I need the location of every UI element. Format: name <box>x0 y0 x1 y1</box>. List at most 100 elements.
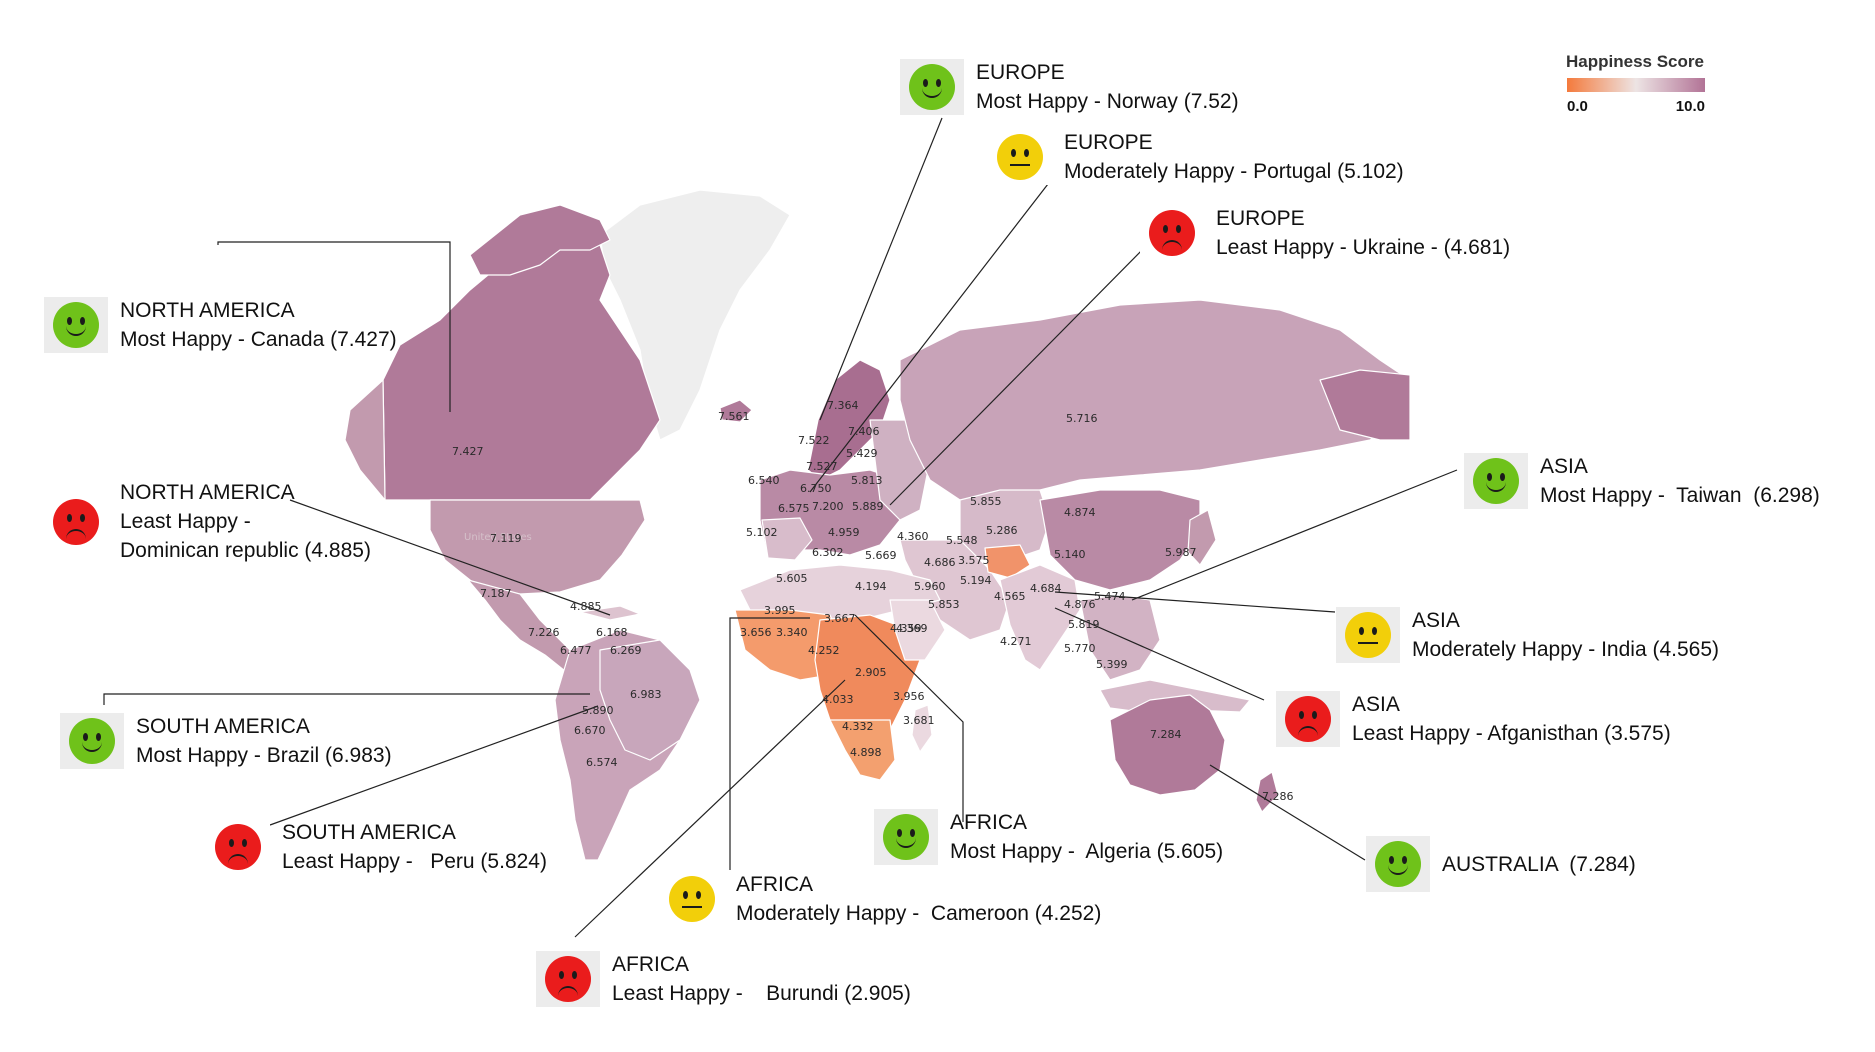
country-shapes <box>344 189 1411 861</box>
callout-australia: AUSTRALIA (7.284) <box>1366 836 1636 892</box>
callout-asia-most-happy: ASIA Most Happy - Taiwan (6.298) <box>1464 452 1820 510</box>
callout-detail: Most Happy - Taiwan (6.298) <box>1540 484 1820 507</box>
callout-detail: Most Happy - Norway (7.52) <box>976 90 1239 113</box>
japan-shape <box>1187 509 1217 566</box>
map-label: 6.269 <box>610 644 642 657</box>
callout-detail: Least Happy - Afganisthan (3.575) <box>1352 722 1671 745</box>
map-label: United States <box>464 532 532 543</box>
map-label: 5.987 <box>1165 546 1197 559</box>
callout-north-america-least-happy: NORTH AMERICA Least Happy - Dominican repu… <box>44 478 371 565</box>
map-label: 7.406 <box>848 425 880 438</box>
callout-text: ASIA Most Happy - Taiwan (6.298) <box>1540 452 1820 510</box>
map-label: 3.340 <box>776 626 808 639</box>
map-label: 7.527 <box>806 460 838 473</box>
map-label: 4.686 <box>924 556 956 569</box>
map-label: 5.669 <box>865 549 897 562</box>
map-label: 5.960 <box>914 580 946 593</box>
callout-detail: Most Happy - Brazil (6.983) <box>136 744 392 767</box>
face-box <box>1366 836 1430 892</box>
map-label: 7.226 <box>528 626 560 639</box>
map-label: 5.813 <box>851 474 883 487</box>
callout-region: SOUTH AMERICA <box>136 715 310 738</box>
east-russia-shape <box>1319 369 1411 441</box>
map-label: 3.681 <box>903 714 935 727</box>
callout-text: EUROPE Most Happy - Norway (7.52) <box>976 58 1239 116</box>
map-label: 6.670 <box>574 724 606 737</box>
sad-face-icon <box>1149 210 1195 256</box>
southeast-asia-shape <box>1079 594 1161 681</box>
callout-asia-moderately-happy: ASIA Moderately Happy - India (4.565) <box>1336 606 1719 664</box>
callout-africa-most-happy: AFRICA Most Happy - Algeria (5.605) <box>874 808 1223 866</box>
map-label: 5.716 <box>1066 412 1098 425</box>
callout-region: AFRICA <box>612 953 690 976</box>
iceland-shape <box>719 399 753 423</box>
map-label: 4.332 <box>842 720 874 733</box>
callout-europe-most-happy: EUROPE Most Happy - Norway (7.52) <box>900 58 1239 116</box>
china-shape <box>1039 489 1201 591</box>
map-label: 4.271 <box>1000 635 1032 648</box>
face-box <box>660 871 724 927</box>
face-box <box>1140 205 1204 261</box>
face-box <box>44 297 108 353</box>
map-label: 3.656 <box>740 626 772 639</box>
face-box <box>874 809 938 865</box>
map-label: 5.548 <box>946 534 978 547</box>
map-label: 5.855 <box>970 495 1002 508</box>
happy-face-icon <box>909 64 955 110</box>
map-label: 5.889 <box>852 500 884 513</box>
map-label: 5.140 <box>1054 548 1086 561</box>
map-label: 4.898 <box>850 746 882 759</box>
east-africa-shape <box>889 599 946 661</box>
greenland-shape <box>599 189 791 441</box>
callout-text: AFRICA Most Happy - Algeria (5.605) <box>950 808 1223 866</box>
callout-region: EUROPE <box>1216 207 1305 230</box>
sad-face-icon <box>545 956 591 1002</box>
callout-text: SOUTH AMERICA Most Happy - Brazil (6.983) <box>136 712 392 770</box>
map-label: 7.427 <box>452 445 484 458</box>
map-label: 4.369 <box>896 622 928 635</box>
canada-islands-shape <box>469 204 611 276</box>
leader-lines <box>103 117 1458 938</box>
caribbean-shape <box>579 605 641 621</box>
map-label: 7.200 <box>812 500 844 513</box>
map-label: 7.187 <box>480 587 512 600</box>
callout-detail: Moderately Happy - Portugal (5.102) <box>1064 160 1404 183</box>
usa-shape <box>429 499 646 595</box>
callout-text: AFRICA Least Happy - Burundi (2.905) <box>612 950 911 1008</box>
face-box <box>206 819 270 875</box>
callout-region: AFRICA <box>736 873 814 896</box>
map-label: 4.359 <box>890 622 922 635</box>
map-label: 6.540 <box>748 474 780 487</box>
map-label: 3.667 <box>824 612 856 625</box>
happy-face-icon <box>1375 841 1421 887</box>
sad-face-icon <box>53 498 99 545</box>
indonesia-shape <box>1099 679 1251 713</box>
map-label: 4.885 <box>570 600 602 613</box>
callout-text: ASIA Moderately Happy - India (4.565) <box>1412 606 1719 664</box>
callout-detail: Least Happy - Ukraine - (4.681) <box>1216 236 1511 259</box>
legend: Happiness Score 0.0 10.0 <box>1555 52 1715 122</box>
map-label: 7.119 <box>490 532 522 545</box>
callout-text: AUSTRALIA (7.284) <box>1442 850 1636 879</box>
face-box <box>1336 607 1400 663</box>
callout-text: SOUTH AMERICA Least Happy - Peru (5.824) <box>282 818 547 876</box>
callout-detail: Least Happy - <box>120 510 251 533</box>
map-label: 5.474 <box>1094 590 1126 603</box>
callout-detail: Most Happy - Algeria (5.605) <box>950 840 1224 863</box>
map-label: 5.399 <box>1096 658 1128 671</box>
face-box <box>1276 691 1340 747</box>
map-label: 4.033 <box>822 693 854 706</box>
map-label: 5.890 <box>582 704 614 717</box>
map-label: 5.853 <box>928 598 960 611</box>
map-label: 6.168 <box>596 626 628 639</box>
callout-region: ASIA <box>1352 693 1400 716</box>
map-label: 3.956 <box>893 690 925 703</box>
face-box <box>1464 453 1528 509</box>
new-zealand-shape <box>1255 771 1279 813</box>
middle-east-shape <box>899 539 1011 641</box>
map-value-labels: 7.561 7.427 United States 7.119 7.187 4.… <box>452 399 1294 803</box>
callout-detail: Most Happy - Canada (7.427) <box>120 328 397 351</box>
map-label: 6.477 <box>560 644 592 657</box>
map-label: 4.252 <box>808 644 840 657</box>
